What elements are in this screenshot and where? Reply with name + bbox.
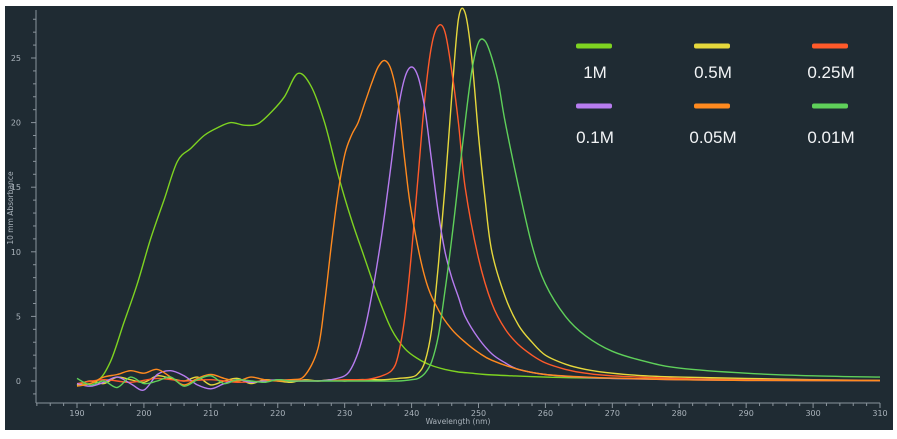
x-tick-label: 290 <box>739 409 754 418</box>
series-line-6 <box>76 38 881 389</box>
legend-swatch-5 <box>694 103 730 109</box>
y-tick-label: 10 <box>11 248 21 257</box>
legend-swatch-2 <box>694 43 730 49</box>
x-tick-label: 240 <box>404 409 419 418</box>
y-tick-label: 20 <box>11 119 21 128</box>
series-line-2 <box>76 7 881 386</box>
legend-label-1: 1M <box>583 63 607 82</box>
x-tick-label: 260 <box>538 409 553 418</box>
y-tick-label: 25 <box>11 54 21 63</box>
plot-background <box>5 6 893 430</box>
x-tick-label: 280 <box>672 409 687 418</box>
y-tick-label: 5 <box>16 312 21 321</box>
legend-swatch-4 <box>576 103 612 109</box>
x-tick-label: 190 <box>69 409 84 418</box>
legend-label-3: 0.25M <box>807 63 854 82</box>
series-line-1 <box>76 72 881 386</box>
x-tick-label: 200 <box>136 409 151 418</box>
y-tick-label: 0 <box>16 377 21 386</box>
legend-label-2: 0.5M <box>694 63 732 82</box>
x-axis-title: Wavelength (nm) <box>426 417 491 426</box>
x-tick-label: 250 <box>471 409 486 418</box>
x-tick-label: 270 <box>605 409 620 418</box>
series-lines <box>76 7 881 391</box>
axes: 190 200 210 220 230 240 250 260 270 280 290 300 3100… <box>11 10 888 418</box>
y-tick-label: 15 <box>11 183 21 192</box>
legend-swatch-3 <box>812 43 848 49</box>
legend-swatch-6 <box>812 103 848 109</box>
y-axis-title: 10 mm Absorbance <box>6 171 15 245</box>
series-line-4 <box>76 66 881 391</box>
legend-label-5: 0.05M <box>689 128 736 147</box>
legend-label-4: 0.1M <box>576 128 614 147</box>
x-tick-label: 220 <box>270 409 285 418</box>
legend-label-6: 0.01M <box>807 128 854 147</box>
x-tick-label: 310 <box>872 409 887 418</box>
legend: 1M 0.5M 0.25M 0.1M 0.05M 0.01M <box>576 43 855 147</box>
x-tick-label: 300 <box>805 409 820 418</box>
series-line-3 <box>76 24 881 385</box>
x-tick-label: 210 <box>203 409 218 418</box>
x-tick-label: 230 <box>337 409 352 418</box>
legend-swatch-1 <box>576 43 612 49</box>
